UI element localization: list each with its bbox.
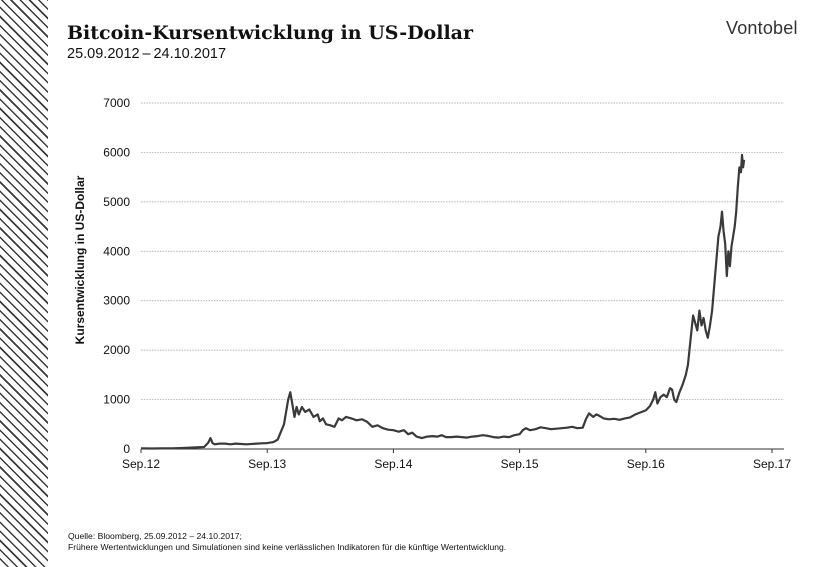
y-tick-label: 6000 bbox=[103, 145, 130, 159]
y-tick-label: 0 bbox=[123, 442, 130, 456]
y-tick-label: 4000 bbox=[103, 244, 130, 258]
hatched-side-decoration bbox=[0, 0, 48, 567]
y-tick-label: 2000 bbox=[103, 343, 130, 357]
x-tick-label: Sep.15 bbox=[501, 457, 539, 471]
source-line: Quelle: Bloomberg, 25.09.2012 – 24.10.20… bbox=[68, 531, 242, 541]
x-tick-label: Sep.16 bbox=[627, 457, 665, 471]
chart-title: Bitcoin-Kursentwicklung in US-Dollar bbox=[67, 22, 473, 44]
y-axis-label: Kursentwicklung in US-Dollar bbox=[73, 175, 87, 344]
x-tick-label: Sep.17 bbox=[753, 457, 791, 471]
x-tick-label: Sep.13 bbox=[248, 457, 286, 471]
x-tick-label: Sep.12 bbox=[122, 457, 160, 471]
disclaimer-line: Frühere Wertentwicklungen und Simulation… bbox=[68, 542, 507, 552]
y-tick-label: 5000 bbox=[103, 195, 130, 209]
x-tick-label: Sep.14 bbox=[374, 457, 412, 471]
x-axis-ticks: Sep.12 Sep.13 Sep.14 Sep.15 Sep.16 Sep.17 bbox=[122, 449, 791, 471]
y-tick-label: 1000 bbox=[103, 393, 130, 407]
y-tick-label: 3000 bbox=[103, 294, 130, 308]
bitcoin-price-line bbox=[140, 153, 746, 450]
source-note: Quelle: Bloomberg, 25.09.2012 – 24.10.20… bbox=[68, 531, 506, 553]
chart-subtitle: 25.09.2012 – 24.10.2017 bbox=[67, 46, 227, 62]
y-axis-ticks: 0 1000 2000 3000 4000 5000 6000 7000 bbox=[103, 96, 130, 456]
gridlines bbox=[141, 102, 784, 400]
y-tick-label: 7000 bbox=[103, 96, 130, 110]
vontobel-logo: Vontobel bbox=[726, 18, 798, 38]
